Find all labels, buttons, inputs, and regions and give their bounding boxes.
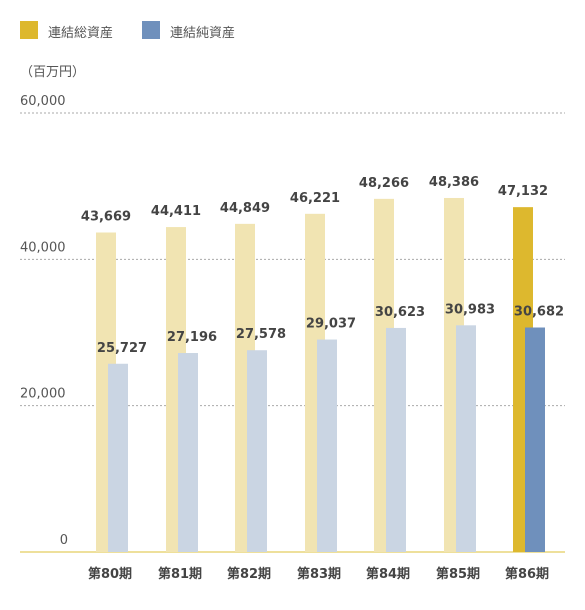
data-label-total-assets: 48,386 — [429, 175, 479, 190]
data-label-net-assets: 27,578 — [236, 327, 286, 342]
category-label: 第82期 — [227, 566, 271, 582]
data-label-total-assets: 43,669 — [81, 209, 131, 224]
category-label: 第85期 — [436, 566, 480, 582]
category-label: 第84期 — [366, 566, 410, 582]
data-label-net-assets: 29,037 — [306, 317, 356, 332]
x-axis-categories: 第80期 第81期 第82期 第83期 第84期 第85期 第86期 — [88, 566, 549, 582]
data-label-total-assets: 44,411 — [151, 204, 201, 219]
y-tick-label: 0 — [60, 533, 68, 548]
legend-label-net-assets: 連結純資産 — [170, 26, 236, 41]
category-label: 第80期 — [88, 566, 132, 582]
data-label-net-assets: 30,623 — [375, 305, 425, 320]
legend-swatch-total-assets — [20, 21, 38, 39]
y-tick-label: 40,000 — [20, 240, 66, 255]
data-label-net-assets: 27,196 — [167, 330, 217, 345]
bars — [96, 197, 545, 553]
legend-label-total-assets: 連結総資産 — [48, 26, 114, 41]
y-axis-unit-label: （百万円） — [20, 65, 85, 80]
bar-net-assets — [317, 339, 337, 552]
y-tick-label: 20,000 — [20, 387, 66, 402]
data-label-total-assets: 48,266 — [359, 176, 409, 191]
bar-net-assets — [108, 363, 128, 552]
legend-swatch-net-assets — [142, 21, 160, 39]
category-label: 第83期 — [297, 566, 341, 582]
category-label: 第86期 — [505, 566, 549, 582]
data-labels: 43,669 25,727 44,411 27,196 44,849 27,578 46,2… — [81, 175, 564, 356]
bar-net-assets — [386, 327, 406, 552]
data-label-net-assets: 30,682 — [514, 305, 564, 320]
data-label-total-assets: 46,221 — [290, 191, 340, 206]
y-axis-ticks: 0 20,000 40,000 60,000 — [20, 94, 68, 548]
y-tick-label: 60,000 — [20, 94, 66, 109]
category-label: 第81期 — [158, 566, 202, 582]
bar-net-assets — [247, 350, 267, 552]
bar-net-assets — [178, 353, 198, 552]
data-label-net-assets: 25,727 — [97, 341, 147, 356]
bar-net-assets — [525, 327, 545, 552]
data-label-total-assets: 47,132 — [498, 184, 548, 199]
data-label-total-assets: 44,849 — [220, 201, 270, 216]
data-label-net-assets: 30,983 — [445, 302, 495, 317]
bar-net-assets — [456, 325, 476, 552]
